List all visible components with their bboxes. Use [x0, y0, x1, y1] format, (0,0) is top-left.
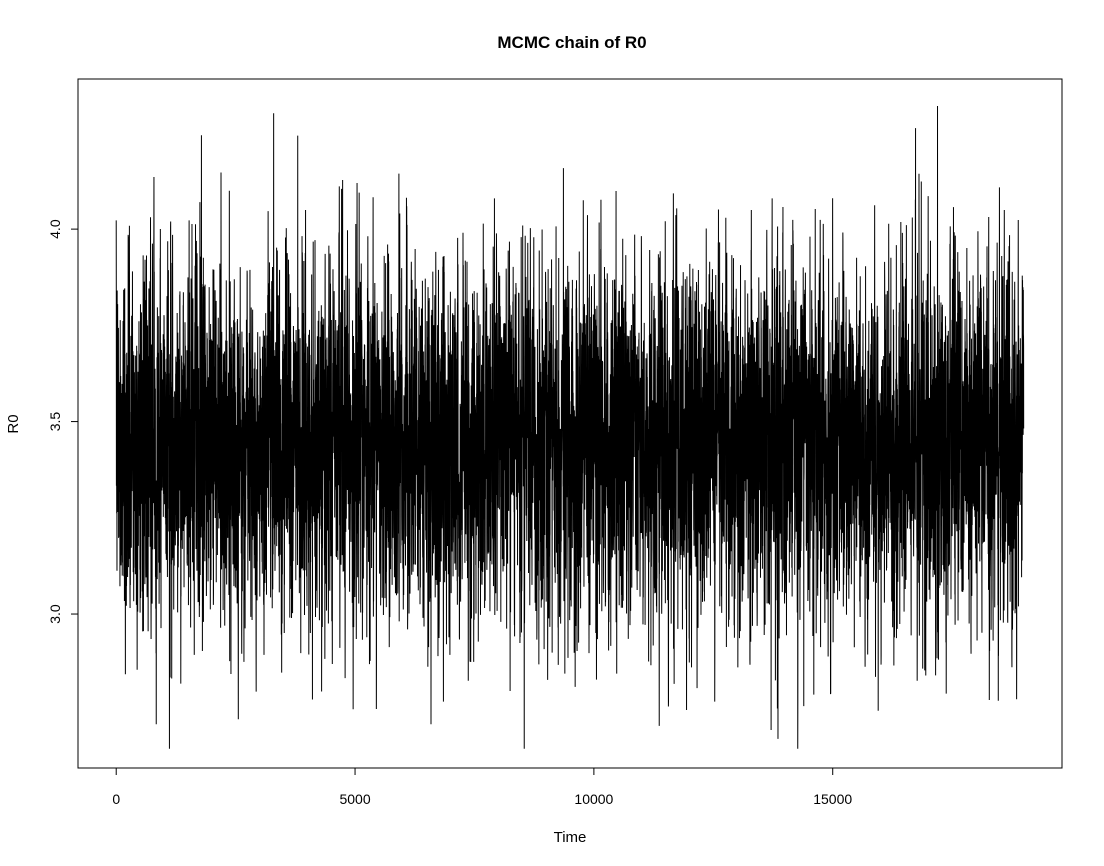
trace-series	[116, 106, 1023, 749]
x-tick-label: 0	[112, 791, 120, 807]
x-axis: 0 5000 10000 15000	[112, 768, 852, 807]
x-tick-label: 15000	[813, 791, 852, 807]
y-axis-label: R0	[5, 414, 22, 433]
chart-title: MCMC chain of R0	[497, 33, 646, 52]
x-tick-label: 5000	[339, 791, 370, 807]
y-tick-label: 3.5	[47, 412, 63, 432]
y-tick-label: 3.0	[47, 604, 63, 624]
x-axis-label: Time	[554, 829, 587, 846]
x-tick-label: 10000	[574, 791, 613, 807]
y-axis: 3.0 3.5 4.0	[47, 219, 78, 624]
y-tick-label: 4.0	[47, 219, 63, 239]
trace-line	[116, 106, 1023, 749]
